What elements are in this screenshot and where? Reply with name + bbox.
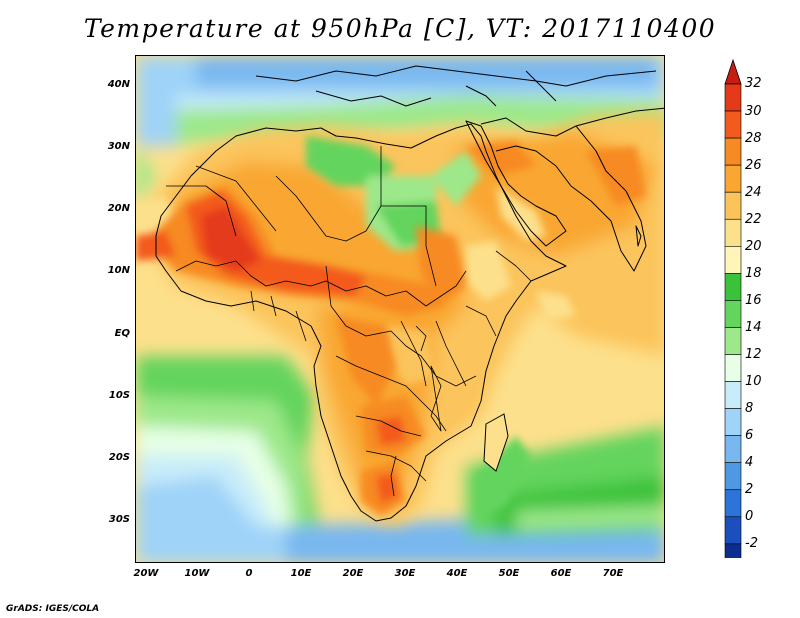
credit-text: GrADS: IGES/COLA [6,604,100,614]
temperature-field [136,56,664,562]
legend-swatch [724,164,742,193]
lon-tick-label: 40E [446,568,468,579]
lat-tick-label: EQ [114,328,130,339]
legend-label: 6 [745,428,754,443]
legend-label: 32 [745,76,762,91]
temperature-map [135,55,665,563]
lon-tick-label: 0 [245,568,253,579]
map-title: Temperature at 950hPa [C], VT: 201711040… [83,14,717,43]
color-legend [724,58,742,558]
lat-tick-label: 20N [107,203,130,214]
legend-swatch [724,435,742,463]
legend-label: 8 [745,401,754,416]
legend-swatch [724,543,742,558]
legend-swatch [724,381,742,409]
legend-swatch [724,489,742,518]
legend-swatch [724,300,742,328]
lon-tick-label: 10E [290,568,312,579]
legend-label: 4 [745,455,754,470]
lon-tick-label: 20W [133,568,159,579]
legend-label: 18 [745,266,762,281]
lat-tick-label: 30N [107,141,130,152]
lat-tick-label: 30S [108,514,130,525]
lon-tick-label: 70E [602,568,624,579]
madagascar-outline [483,413,509,472]
legend-swatch [724,354,742,382]
legend-top-arrow [724,58,742,85]
legend-label: 26 [745,158,762,173]
legend-label: 24 [745,185,762,200]
legend-swatch [724,327,742,355]
legend-swatch [724,218,742,247]
legend-label: 28 [745,131,762,146]
lon-tick-label: 20E [342,568,364,579]
legend-label: 12 [745,347,762,362]
lat-tick-label: 40N [107,79,130,90]
legend-label: 14 [745,320,762,335]
legend-swatch [724,516,742,545]
legend-label: 2 [745,482,754,497]
legend-label: 10 [745,374,762,389]
legend-swatch [724,110,742,139]
coastlines [155,65,664,522]
legend-swatch [724,246,742,274]
lon-tick-label: 10W [184,568,210,579]
legend-label: 20 [745,239,762,254]
lat-tick-label: 20S [108,452,130,463]
lon-tick-label: 50E [498,568,520,579]
legend-label: 0 [745,509,754,524]
legend-label: -2 [745,536,758,551]
country-borders [166,146,532,497]
legend-swatch [724,137,742,166]
legend-swatch [724,462,742,491]
legend-label: 22 [745,212,762,227]
legend-swatch [724,273,742,301]
lon-tick-label: 30E [394,568,416,579]
legend-label: 16 [745,293,762,308]
lat-tick-label: 10S [108,390,130,401]
legend-swatch [724,191,742,220]
legend-label: 30 [745,104,762,119]
lon-tick-label: 60E [550,568,572,579]
southern-field [136,356,664,562]
legend-swatch [724,408,742,436]
legend-swatch [724,83,742,112]
lat-tick-label: 10N [107,265,130,276]
